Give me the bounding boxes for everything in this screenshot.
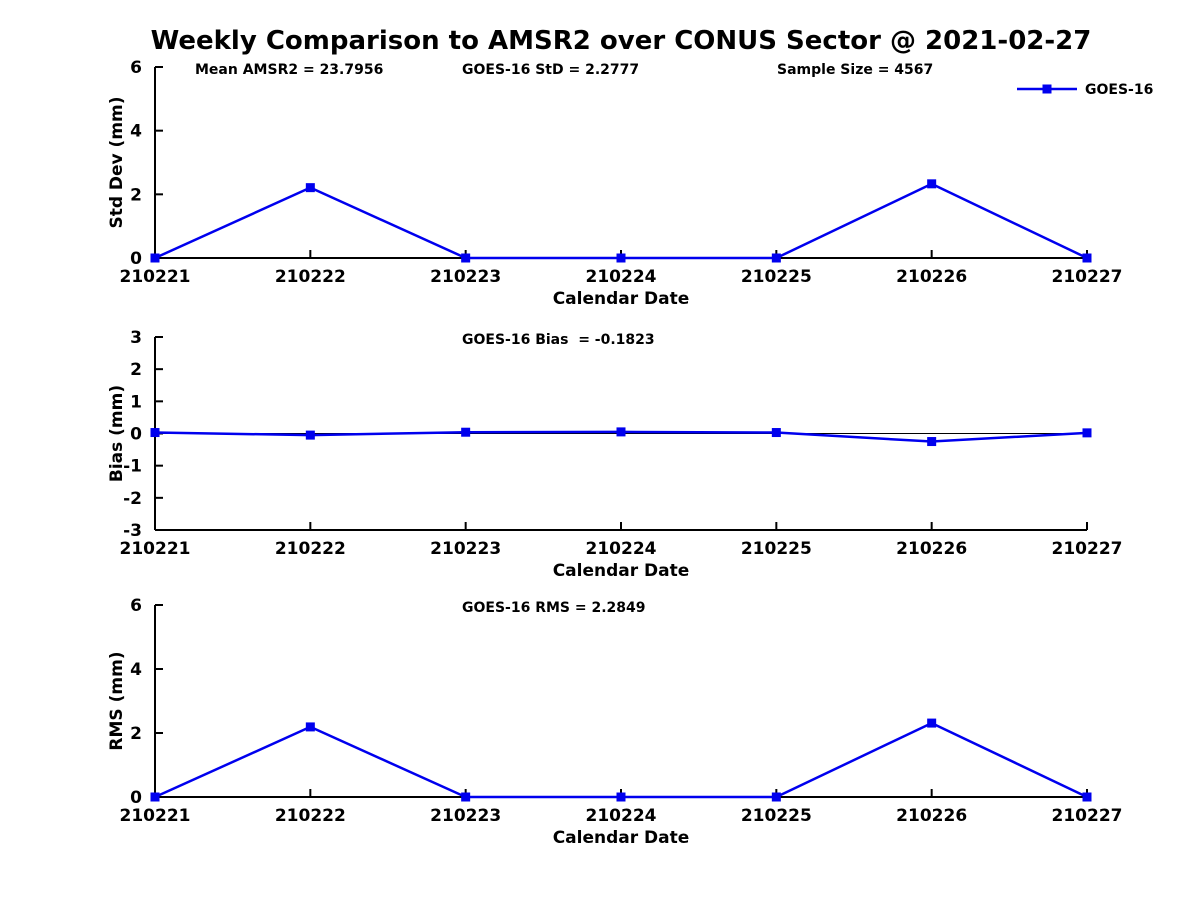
- y-tick-label: 2: [130, 185, 142, 205]
- subplot-std-dev: 0 2 4 6 210221 210222 210223 210224 210225 210226…: [107, 58, 1153, 309]
- x-axis-label: Calendar Date: [553, 289, 690, 309]
- x-tick-label: 210225: [741, 267, 812, 287]
- x-tick-label: 210224: [586, 806, 657, 826]
- series-marker: [616, 427, 626, 437]
- series-marker: [771, 428, 781, 438]
- y-tick-label: 2: [130, 360, 142, 380]
- stat-annotation: Sample Size = 4567: [777, 62, 933, 78]
- y-tick-label: -1: [123, 457, 142, 477]
- subplot-bias: -3 -2 -1 0 1 2 3 210221 210222 210223 210224 210225…: [107, 328, 1122, 581]
- stat-annotation: GOES-16 Bias = -0.1823: [462, 332, 655, 348]
- series-marker: [305, 430, 315, 440]
- legend-label: GOES-16: [1085, 82, 1153, 98]
- y-tick-label: 1: [130, 392, 142, 412]
- series-marker: [305, 183, 315, 193]
- legend: GOES-16: [1017, 82, 1153, 98]
- y-axis-label: Bias (mm): [107, 385, 127, 482]
- figure-title: Weekly Comparison to AMSR2 over CONUS Se…: [151, 26, 1092, 56]
- stat-annotation: GOES-16 RMS = 2.2849: [462, 600, 646, 616]
- x-tick-label: 210223: [430, 806, 501, 826]
- y-tick-label: 6: [130, 58, 142, 78]
- y-tick-label: 0: [130, 249, 142, 269]
- y-tick-label: 4: [130, 660, 142, 680]
- y-tick-label: 4: [130, 122, 142, 142]
- y-tick-label: 3: [130, 328, 142, 348]
- series-marker: [927, 718, 937, 728]
- series-marker: [1082, 428, 1092, 438]
- x-tick-label: 210225: [741, 539, 812, 559]
- x-axis-label: Calendar Date: [553, 561, 690, 581]
- series-marker: [150, 792, 160, 802]
- series-marker: [461, 792, 471, 802]
- series-marker: [1082, 792, 1092, 802]
- stat-annotation: GOES-16 StD = 2.2777: [462, 62, 639, 78]
- subplot-rms: 0 2 4 6 210221 210222 210223 210224 210225 210226…: [107, 596, 1122, 848]
- x-tick-label: 210223: [430, 539, 501, 559]
- series-marker: [1082, 253, 1092, 263]
- series-marker: [461, 427, 471, 437]
- series-marker: [927, 437, 937, 447]
- x-tick-label: 210224: [586, 267, 657, 287]
- x-tick-label: 210222: [275, 539, 346, 559]
- x-tick-label: 210221: [120, 267, 191, 287]
- x-tick-label: 210225: [741, 806, 812, 826]
- x-tick-label: 210227: [1052, 806, 1123, 826]
- series-marker: [461, 253, 471, 263]
- x-tick-label: 210224: [586, 539, 657, 559]
- series-marker: [616, 253, 626, 263]
- series-marker: [616, 792, 626, 802]
- y-tick-label: 6: [130, 596, 142, 616]
- x-tick-label: 210227: [1052, 267, 1123, 287]
- series-marker: [305, 722, 315, 732]
- y-axis-label: RMS (mm): [107, 651, 127, 750]
- x-tick-label: 210226: [896, 267, 967, 287]
- stat-annotation: Mean AMSR2 = 23.7956: [195, 62, 383, 78]
- y-tick-label: 2: [130, 724, 142, 744]
- x-tick-label: 210222: [275, 267, 346, 287]
- series-line: [154, 721, 1088, 799]
- legend-marker-sample: [1042, 84, 1052, 94]
- x-tick-label: 210221: [120, 806, 191, 826]
- y-tick-label: 0: [130, 425, 142, 445]
- x-tick-label: 210223: [430, 267, 501, 287]
- x-tick-label: 210227: [1052, 539, 1123, 559]
- y-tick-label: -2: [123, 489, 142, 509]
- x-axis-label: Calendar Date: [553, 828, 690, 848]
- x-tick-label: 210226: [896, 539, 967, 559]
- series-marker: [927, 179, 937, 189]
- x-tick-label: 210221: [120, 539, 191, 559]
- series-line: [154, 182, 1088, 260]
- y-tick-label: 0: [130, 788, 142, 808]
- series-marker: [150, 253, 160, 263]
- series-marker: [150, 428, 160, 438]
- series-marker: [771, 253, 781, 263]
- y-tick-label: -3: [123, 521, 142, 541]
- y-axis-label: Std Dev (mm): [107, 96, 127, 228]
- x-tick-label: 210226: [896, 806, 967, 826]
- series-marker: [771, 792, 781, 802]
- x-tick-label: 210222: [275, 806, 346, 826]
